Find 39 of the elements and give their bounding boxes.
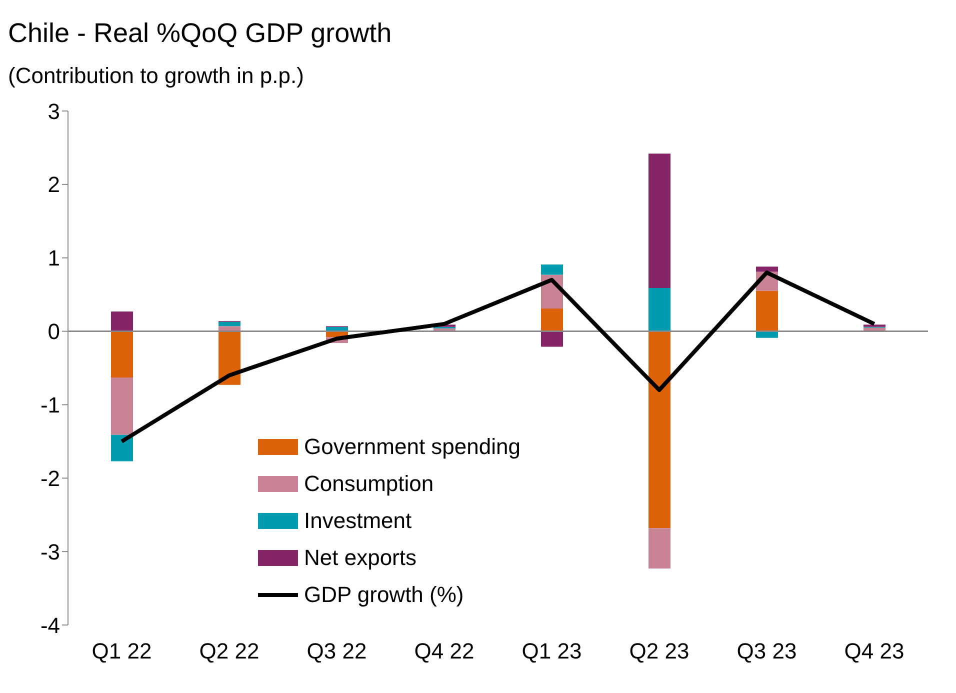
bar (111, 331, 133, 378)
x-tick-label: Q2 23 (629, 638, 690, 664)
bar (218, 322, 240, 326)
y-tick-label: -2 (40, 466, 60, 491)
y-tick-label: -1 (40, 392, 60, 418)
bar (541, 331, 563, 347)
bar (648, 331, 670, 528)
bar (434, 328, 456, 331)
y-tick-label: -3 (40, 539, 60, 564)
y-tick-label: 1 (48, 246, 60, 271)
bar (111, 311, 133, 332)
y-tick-label: 3 (48, 98, 60, 124)
y-tick-label: -4 (40, 612, 60, 638)
legend-label: Government spending (304, 434, 520, 460)
bar (541, 308, 563, 332)
x-tick-label: Q1 23 (522, 638, 582, 664)
bar (111, 434, 133, 462)
legend-label: GDP growth (%) (304, 582, 464, 608)
y-tick-label: 0 (48, 319, 60, 344)
x-tick-label: Q3 22 (306, 638, 367, 664)
x-tick-label: Q4 23 (844, 638, 904, 664)
chart-title: Chile - Real %QoQ GDP growth (8, 18, 392, 49)
x-tick-label: Q1 22 (92, 638, 152, 664)
legend-label: Net exports (304, 544, 416, 570)
x-tick-label: Q4 22 (414, 638, 474, 664)
x-tick-label: Q2 22 (199, 638, 260, 664)
bar (648, 288, 670, 332)
bar (648, 528, 670, 568)
bar (111, 378, 133, 435)
chart-subtitle: (Contribution to growth in p.p.) (8, 63, 304, 89)
bar (756, 290, 778, 332)
bar (864, 328, 886, 331)
bar (756, 266, 778, 272)
legend-label: Consumption (304, 470, 434, 496)
x-tick-label: Q3 23 (736, 638, 797, 664)
legend-label: Investment (304, 508, 412, 534)
y-tick-label: 2 (48, 172, 60, 198)
bar (648, 154, 670, 288)
bar (541, 264, 563, 275)
